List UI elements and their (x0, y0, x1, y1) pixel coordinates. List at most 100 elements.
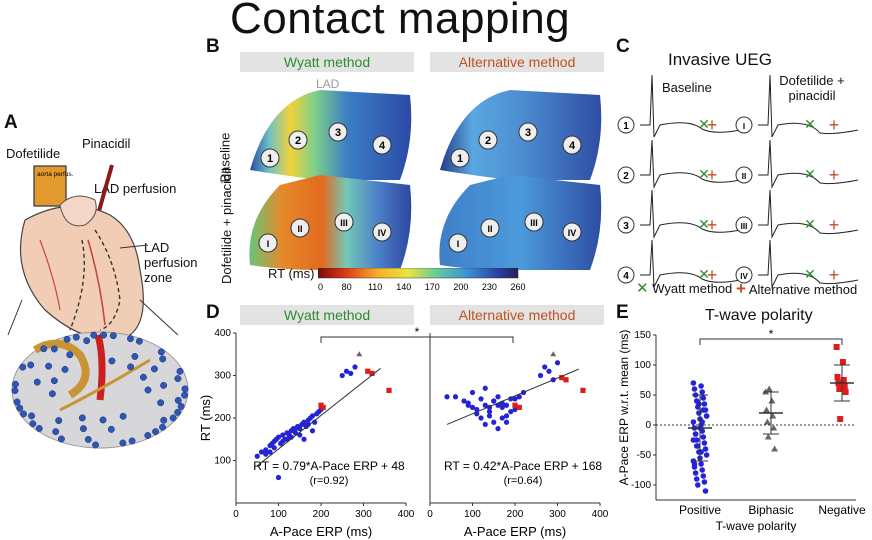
point-blue (339, 372, 345, 379)
point-red (386, 387, 392, 393)
point-positive (690, 380, 697, 386)
point-biphasic (763, 418, 771, 425)
alt-marker: + (829, 115, 840, 135)
point-positive (691, 386, 698, 392)
electrode (33, 378, 41, 386)
electrode (79, 425, 87, 433)
point-blue (301, 419, 307, 425)
point-blue (309, 413, 316, 419)
colorbar-tick: 50 (318, 282, 323, 292)
point-positive (700, 473, 707, 479)
point-blue (495, 426, 501, 432)
y-tick-label: 0 (645, 420, 651, 431)
electrode (144, 432, 152, 439)
point-biphasic (770, 424, 778, 431)
electrode (127, 363, 135, 371)
point-blue (482, 385, 488, 391)
ueg-row-marker (617, 116, 635, 134)
point-biphasic (764, 433, 772, 440)
wyatt-marker: ✕ (804, 266, 816, 282)
colorbar-tick: 200 (453, 282, 468, 292)
ueg-trace (758, 139, 859, 189)
site-marker (448, 233, 468, 253)
drug-dofetilide-label: Dofetilide (6, 146, 61, 161)
y-tick-label: -100 (631, 480, 651, 491)
point-red (580, 387, 586, 393)
point-blue (452, 394, 459, 400)
y-axis-title: A-Pace ERP w.r.t. mean (ms) (617, 330, 631, 486)
electrode (119, 439, 127, 447)
colorbar: 50 80 110 140 170 200 230 260 (318, 268, 526, 292)
point-positive (692, 431, 699, 437)
point-negative (837, 416, 844, 422)
electrode (108, 357, 116, 365)
point-blue (503, 413, 510, 419)
site-label: III (340, 218, 348, 228)
electrode (52, 428, 60, 436)
signif-bracket (699, 338, 843, 345)
alt-marker: + (707, 265, 718, 285)
point-blue (284, 436, 290, 442)
point-blue (478, 415, 484, 421)
ueg-row-marker (617, 216, 635, 234)
point-blue (512, 396, 518, 402)
electrode (128, 437, 136, 445)
lad-perfusion-label: LAD perfusion (94, 181, 177, 196)
point-blue (503, 402, 510, 408)
fit-r: (r=0.92) (310, 475, 349, 487)
ueg-row-label: III (741, 222, 748, 231)
electrode (40, 345, 48, 353)
point-positive (703, 413, 710, 419)
point-blue (542, 364, 548, 370)
lad-3d (94, 334, 106, 401)
legend-alt: + Alternative method (736, 279, 857, 299)
electrode (127, 335, 134, 343)
electrode (50, 377, 58, 385)
point-positive (698, 461, 704, 467)
site-marker (562, 222, 582, 242)
signif-bracket (320, 336, 514, 343)
electrode (139, 373, 147, 381)
point-negative (839, 359, 846, 365)
aorta-label: aorta perfus. (37, 171, 74, 178)
electrode (181, 391, 189, 399)
ueg-row-marker (735, 266, 753, 284)
electrode (100, 331, 108, 339)
electrode (159, 355, 167, 363)
site-label: 1 (457, 153, 463, 165)
electrode (61, 366, 69, 373)
electrode (57, 435, 65, 443)
site-marker (258, 233, 278, 253)
colorbar-tick: 170 (425, 282, 440, 292)
wyatt-marker: ✕ (804, 216, 816, 232)
point-blue (537, 372, 544, 379)
ueg-row-label: IV (740, 272, 748, 281)
site-marker (480, 218, 500, 238)
point-blue (258, 449, 265, 455)
lad-zone-boundary-left (69, 239, 85, 331)
lad-label: LAD (316, 77, 340, 91)
ueg-trace (640, 139, 741, 189)
alt-marker: + (707, 215, 718, 235)
electrode (177, 402, 185, 410)
ueg-traces: 1 ✕+ I ✕ +2 ✕+ II ✕ +3 ✕+ III ✕ +4 ✕+ IV ✕ + (617, 74, 859, 289)
point-blue (499, 404, 505, 410)
heart-illustration: aorta perfus. (7, 164, 189, 449)
electrode (50, 345, 58, 353)
heart-atrium (59, 195, 97, 227)
point-positive (690, 419, 697, 425)
electrode (45, 362, 53, 370)
b-header-alt: Alternative method (430, 52, 604, 72)
electrode (160, 381, 168, 389)
e-title: T-wave polarity (705, 307, 813, 324)
b-header-wyatt: Wyatt method (240, 52, 414, 72)
electrode (16, 404, 24, 412)
electrode (144, 386, 152, 394)
point-gray (356, 351, 363, 357)
wyatt-marker: ✕ (804, 166, 816, 182)
lad-vessel (87, 239, 106, 326)
point-blue (352, 364, 358, 370)
point-red (320, 404, 326, 410)
point-blue (343, 368, 350, 374)
x-tick-label: 200 (313, 509, 330, 520)
